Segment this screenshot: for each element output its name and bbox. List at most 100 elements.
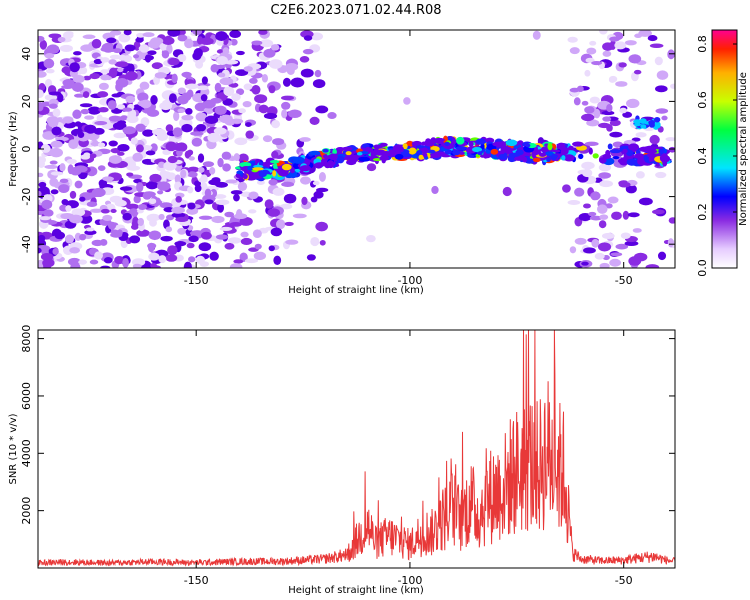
speckle-mark [49, 147, 64, 158]
speckle-mark [628, 256, 642, 266]
speckle-mark [238, 108, 246, 114]
speckle-mark [215, 199, 230, 206]
snr-x-axis-label: Height of straight line (km) [288, 585, 424, 596]
ridge-mark [513, 156, 524, 161]
speckle-mark [74, 232, 82, 242]
speckle-mark [602, 116, 612, 122]
speckle-mark [50, 171, 64, 176]
speckle-mark [234, 69, 249, 76]
speckle-mark [236, 88, 245, 96]
speckle-mark [118, 33, 131, 43]
speckle-mark [219, 77, 234, 86]
speckle-mark [117, 54, 128, 61]
speckle-mark [224, 211, 235, 218]
speckle-mark [213, 127, 227, 135]
speckle-mark [130, 137, 138, 145]
speckle-mark [103, 257, 113, 264]
speckle-mark [38, 216, 51, 221]
speckle-mark [204, 188, 212, 198]
colorbar-tick-label: 0.6 [696, 91, 709, 109]
speckle-mark [126, 203, 139, 210]
speckle-mark [177, 54, 187, 62]
speckle-mark [281, 181, 295, 187]
speckle-mark [49, 177, 59, 187]
speckle-mark [41, 199, 53, 210]
y-tick-label: 4000 [20, 439, 33, 467]
ridge-mark [602, 153, 612, 160]
ridge-mark [292, 162, 301, 170]
speckle-mark [657, 251, 667, 261]
speckle-mark [144, 54, 152, 63]
speckle-mark [302, 48, 314, 55]
speckle-mark [99, 239, 108, 246]
speckle-mark [165, 141, 178, 152]
speckle-mark [195, 60, 204, 69]
speckle-mark [165, 254, 178, 262]
ridge-mark [658, 148, 665, 154]
speckle-mark [618, 181, 631, 188]
speckle-mark [215, 31, 228, 41]
speckle-mark [271, 150, 279, 159]
speckle-mark [100, 74, 110, 81]
speckle-mark [209, 167, 216, 175]
speckle-mark [318, 171, 326, 182]
speckle-mark [219, 114, 233, 124]
speckle-mark [251, 85, 261, 95]
speckle-mark [89, 259, 99, 265]
speckle-mark [598, 122, 611, 129]
speckle-mark [54, 231, 66, 240]
speckle-mark [102, 214, 113, 221]
speckle-mark [124, 44, 136, 52]
speckle-mark [65, 205, 72, 212]
ridge-mark [612, 156, 620, 160]
speckle-mark [72, 109, 82, 120]
speckle-mark [245, 122, 252, 127]
speckle-mark [60, 212, 75, 220]
ridge-mark [560, 147, 569, 155]
speckle-mark [251, 40, 263, 46]
ridge-mark [500, 146, 512, 154]
speckle-mark [177, 34, 188, 42]
y-tick-label: -20 [20, 188, 33, 206]
speckle-mark [174, 174, 182, 185]
speckle-mark [597, 204, 608, 214]
speckle-mark [248, 191, 259, 200]
colorbar-label: Normalized spectral amplitude [738, 72, 749, 226]
speckle-mark [584, 106, 595, 114]
speckle-mark [116, 67, 124, 73]
speckle-mark [207, 132, 221, 143]
speckle-mark [85, 227, 95, 232]
speckle-mark [234, 137, 248, 146]
speckle-mark [151, 62, 163, 70]
speckle-mark [202, 161, 215, 168]
speckle-mark [119, 186, 133, 191]
speckle-mark [91, 187, 106, 198]
speckle-mark [45, 68, 55, 74]
speckle-mark [177, 108, 185, 113]
speckle-mark [245, 130, 255, 139]
speckle-mark [79, 196, 86, 202]
speckle-mark [147, 242, 157, 250]
speckle-mark [180, 169, 187, 179]
ridge-mark [592, 153, 599, 159]
speckle-mark [43, 58, 55, 69]
ridge-mark [455, 146, 467, 151]
ridge-mark [532, 157, 541, 163]
speckle-mark [51, 126, 62, 136]
speckle-mark [242, 100, 252, 108]
speckle-mark [607, 196, 619, 204]
speckle-mark [122, 212, 132, 221]
speckle-mark [188, 235, 199, 243]
speckle-mark [38, 70, 47, 78]
speckle-mark [240, 231, 249, 238]
x-tick-label: -100 [397, 274, 422, 287]
speckle-mark [238, 153, 249, 164]
speckle-mark [312, 79, 326, 89]
speckle-mark [626, 98, 640, 109]
speckle-mark [233, 213, 248, 220]
speckle-mark [117, 104, 126, 110]
speckle-mark [117, 151, 125, 156]
speckle-mark [184, 38, 194, 49]
speckle-mark [249, 77, 258, 84]
speckle-mark [230, 38, 238, 46]
